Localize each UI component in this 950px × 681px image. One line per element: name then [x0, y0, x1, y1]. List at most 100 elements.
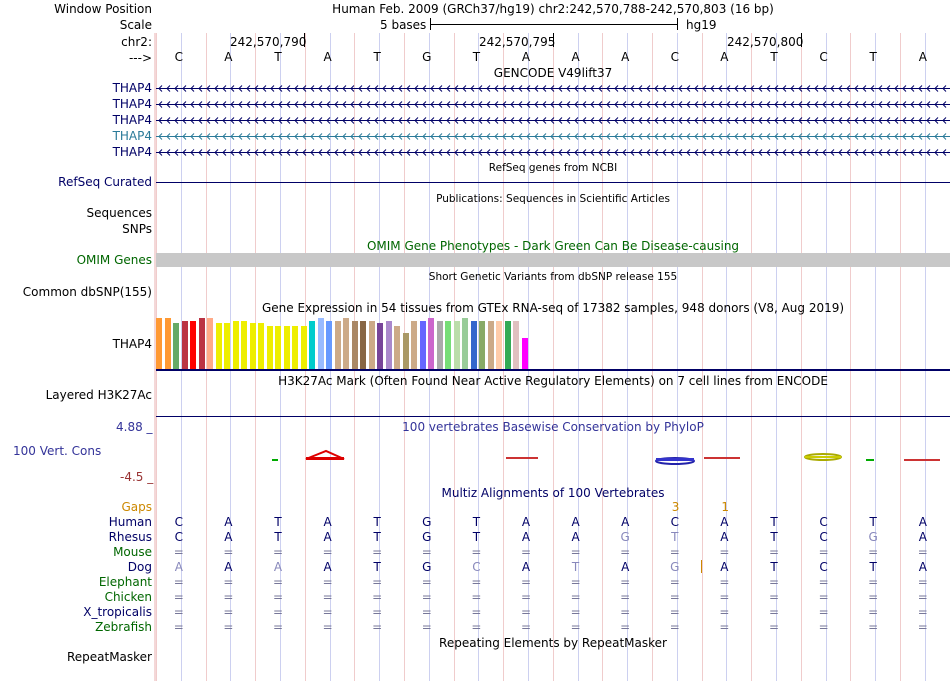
- omim-label[interactable]: OMIM Genes: [76, 253, 152, 267]
- gtex-tissue-bar[interactable]: [258, 323, 264, 369]
- strand-arrow: [510, 133, 515, 140]
- gtex-tissue-bar[interactable]: [249, 323, 256, 369]
- gtex-tissue-bar[interactable]: [428, 318, 434, 369]
- gtex-tissue-bar[interactable]: [351, 321, 358, 369]
- species-label[interactable]: Dog: [127, 560, 152, 574]
- gtex-tissue-bar[interactable]: [292, 326, 298, 369]
- conservation-logo[interactable]: [156, 440, 950, 470]
- strand-arrow: [350, 149, 355, 156]
- dbsnp-title[interactable]: Short Genetic Variants from dbSNP releas…: [428, 271, 678, 283]
- gtex-tissue-bar[interactable]: [215, 323, 222, 369]
- h3k27ac-label[interactable]: Layered H3K27Ac: [45, 388, 152, 402]
- species-label[interactable]: Mouse: [113, 545, 152, 559]
- gtex-tissue-bar[interactable]: [402, 333, 409, 369]
- gencode-gene-label[interactable]: THAP4: [112, 145, 152, 159]
- gtex-tissue-bar[interactable]: [309, 321, 315, 369]
- gtex-tissue-bar[interactable]: [207, 318, 213, 369]
- gtex-tissue-bar[interactable]: [504, 321, 511, 369]
- gtex-tissue-bar[interactable]: [360, 321, 366, 369]
- gap-count[interactable]: 1: [721, 500, 730, 514]
- gtex-tissue-bar[interactable]: [496, 321, 502, 369]
- gtex-tissue-bar[interactable]: [181, 321, 188, 369]
- strand-arrow: [374, 117, 379, 124]
- gencode-gene-line[interactable]: [156, 145, 950, 159]
- strand-arrow: [414, 117, 419, 124]
- gtex-tissue-bar[interactable]: [394, 326, 400, 369]
- species-label[interactable]: Chicken: [104, 590, 152, 604]
- gtex-tissue-bar[interactable]: [266, 326, 273, 369]
- gtex-tissue-bar[interactable]: [156, 318, 162, 369]
- gtex-tissue-bar[interactable]: [479, 321, 485, 369]
- publications-sequences-label[interactable]: Sequences: [86, 206, 152, 220]
- gtex-tissue-bar[interactable]: [300, 326, 307, 369]
- species-label[interactable]: Human: [108, 515, 152, 529]
- h3k27ac-title[interactable]: H3K27Ac Mark (Often Found Near Active Re…: [278, 374, 828, 388]
- species-label[interactable]: Zebrafish: [95, 620, 152, 634]
- gtex-tissue-bar[interactable]: [368, 321, 375, 369]
- strand-arrow: [670, 133, 675, 140]
- gtex-tissue-bar[interactable]: [283, 326, 290, 369]
- repeatmasker-title[interactable]: Repeating Elements by RepeatMasker: [439, 636, 667, 650]
- strand-arrow: [246, 133, 251, 140]
- gtex-tissue-bar[interactable]: [317, 318, 324, 369]
- gtex-tissue-bar[interactable]: [445, 321, 451, 369]
- conservation-title[interactable]: 100 vertebrates Basewise Conservation by…: [402, 420, 704, 434]
- window-position-label: Window Position: [54, 2, 152, 16]
- refseq-track-line[interactable]: [156, 182, 950, 183]
- gtex-gene-line[interactable]: [156, 369, 950, 371]
- conservation-label[interactable]: 100 Vert. Cons: [13, 444, 102, 458]
- gtex-tissue-bar[interactable]: [377, 323, 383, 369]
- gtex-tissue-bar[interactable]: [334, 321, 341, 369]
- publications-title[interactable]: Publications: Sequences in Scientific Ar…: [436, 193, 670, 205]
- publications-snps-label[interactable]: SNPs: [122, 222, 152, 236]
- gtex-gene-label[interactable]: THAP4: [112, 337, 152, 351]
- gencode-gene-label[interactable]: THAP4: [112, 129, 152, 143]
- gtex-tissue-bar[interactable]: [275, 326, 281, 369]
- multiz-title[interactable]: Multiz Alignments of 100 Vertebrates: [441, 486, 665, 500]
- gencode-title[interactable]: GENCODE V49lift37: [493, 66, 613, 80]
- refseq-title[interactable]: RefSeq genes from NCBI: [488, 162, 618, 174]
- gencode-gene-label[interactable]: THAP4: [112, 113, 152, 127]
- gtex-tissue-bar[interactable]: [513, 321, 519, 369]
- gtex-tissue-bar[interactable]: [436, 321, 443, 369]
- omim-gene-bar[interactable]: [156, 253, 950, 267]
- gencode-gene-line[interactable]: [156, 129, 950, 143]
- gtex-tissue-bar[interactable]: [470, 321, 477, 369]
- strand-arrow: [742, 85, 747, 92]
- repeatmasker-label[interactable]: RepeatMasker: [66, 650, 152, 664]
- species-label[interactable]: Rhesus: [108, 530, 152, 544]
- alignment-base: T: [373, 560, 381, 574]
- omim-title[interactable]: OMIM Gene Phenotypes - Dark Green Can Be…: [366, 239, 740, 253]
- dbsnp-label[interactable]: Common dbSNP(155): [22, 285, 152, 299]
- gtex-tissue-bar[interactable]: [326, 321, 332, 369]
- gtex-tissue-bar[interactable]: [241, 321, 247, 369]
- gtex-tissue-bar[interactable]: [385, 321, 392, 369]
- species-label[interactable]: X_tropicalis: [83, 605, 152, 619]
- gtex-tissue-bar[interactable]: [190, 321, 196, 369]
- gtex-tissue-bar[interactable]: [198, 318, 205, 369]
- gtex-tissue-bar[interactable]: [232, 321, 239, 369]
- gap-count[interactable]: 3: [671, 500, 680, 514]
- gtex-tissue-bar[interactable]: [411, 321, 417, 369]
- gtex-tissue-bar[interactable]: [419, 321, 426, 369]
- gtex-tissue-bar[interactable]: [173, 323, 179, 369]
- species-label[interactable]: Elephant: [98, 575, 152, 589]
- gtex-tissue-bar[interactable]: [224, 323, 230, 369]
- gaps-label[interactable]: Gaps: [121, 500, 152, 514]
- gencode-gene-line[interactable]: [156, 113, 950, 127]
- refseq-label[interactable]: RefSeq Curated: [58, 175, 152, 189]
- strand-arrow: [446, 149, 451, 156]
- gtex-tissue-bar[interactable]: [462, 318, 468, 369]
- gtex-tissue-bar[interactable]: [521, 338, 528, 369]
- strand-arrow: [206, 149, 211, 156]
- gtex-tissue-bar[interactable]: [487, 321, 494, 369]
- gtex-tissue-bar[interactable]: [453, 321, 460, 369]
- gtex-tissue-bar[interactable]: [343, 318, 349, 369]
- gtex-title[interactable]: Gene Expression in 54 tissues from GTEx …: [261, 301, 845, 315]
- gencode-gene-label[interactable]: THAP4: [112, 81, 152, 95]
- gencode-gene-label[interactable]: THAP4: [112, 97, 152, 111]
- h3k27ac-baseline[interactable]: [156, 416, 950, 417]
- gtex-tissue-bar[interactable]: [164, 318, 171, 369]
- gencode-gene-line[interactable]: [156, 81, 950, 95]
- gencode-gene-line[interactable]: [156, 97, 950, 111]
